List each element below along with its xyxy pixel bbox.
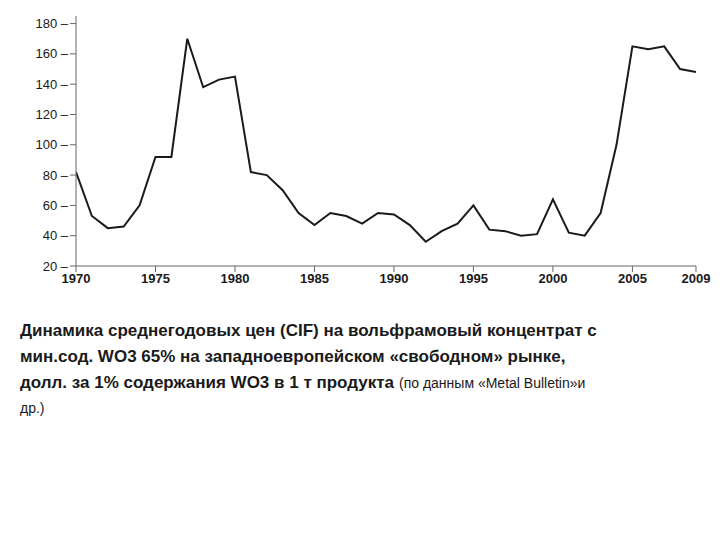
svg-text:60 –: 60 – bbox=[43, 198, 69, 213]
html-text:Динамика среднегодовых цен (СI: Динамика среднегодовых цен (СIF) на воль… bbox=[20, 321, 597, 340]
svg-text:140 –: 140 – bbox=[35, 77, 68, 92]
svg-text:2009: 2009 bbox=[682, 271, 711, 286]
svg-text:80 –: 80 – bbox=[43, 168, 69, 183]
svg-text:180 –: 180 – bbox=[35, 16, 68, 31]
svg-text:1985: 1985 bbox=[300, 271, 329, 286]
html-text:мин.сод. WO3 65% на западноевр: мин.сод. WO3 65% на западноевропейском «… bbox=[20, 347, 566, 366]
svg-text:1990: 1990 bbox=[379, 271, 408, 286]
svg-text:1980: 1980 bbox=[221, 271, 250, 286]
svg-text:1970: 1970 bbox=[61, 271, 91, 287]
svg-text:100 –: 100 – bbox=[35, 137, 68, 152]
svg-text:40 –: 40 – bbox=[43, 228, 69, 243]
svg-text:160 –: 160 – bbox=[35, 46, 68, 61]
svg-text:1975: 1975 bbox=[141, 271, 170, 286]
svg-text:2000: 2000 bbox=[538, 271, 567, 286]
svg-text:2005: 2005 bbox=[618, 271, 647, 286]
html-text:долл. за 1% содержания WO3 в 1: долл. за 1% содержания WO3 в 1 т продукт… bbox=[20, 373, 586, 392]
svg-text:20 –: 20 – bbox=[43, 259, 69, 274]
html-text:др.): др.) bbox=[20, 400, 45, 416]
svg-text:120 –: 120 – bbox=[35, 107, 68, 122]
svg-text:1995: 1995 bbox=[459, 271, 488, 286]
